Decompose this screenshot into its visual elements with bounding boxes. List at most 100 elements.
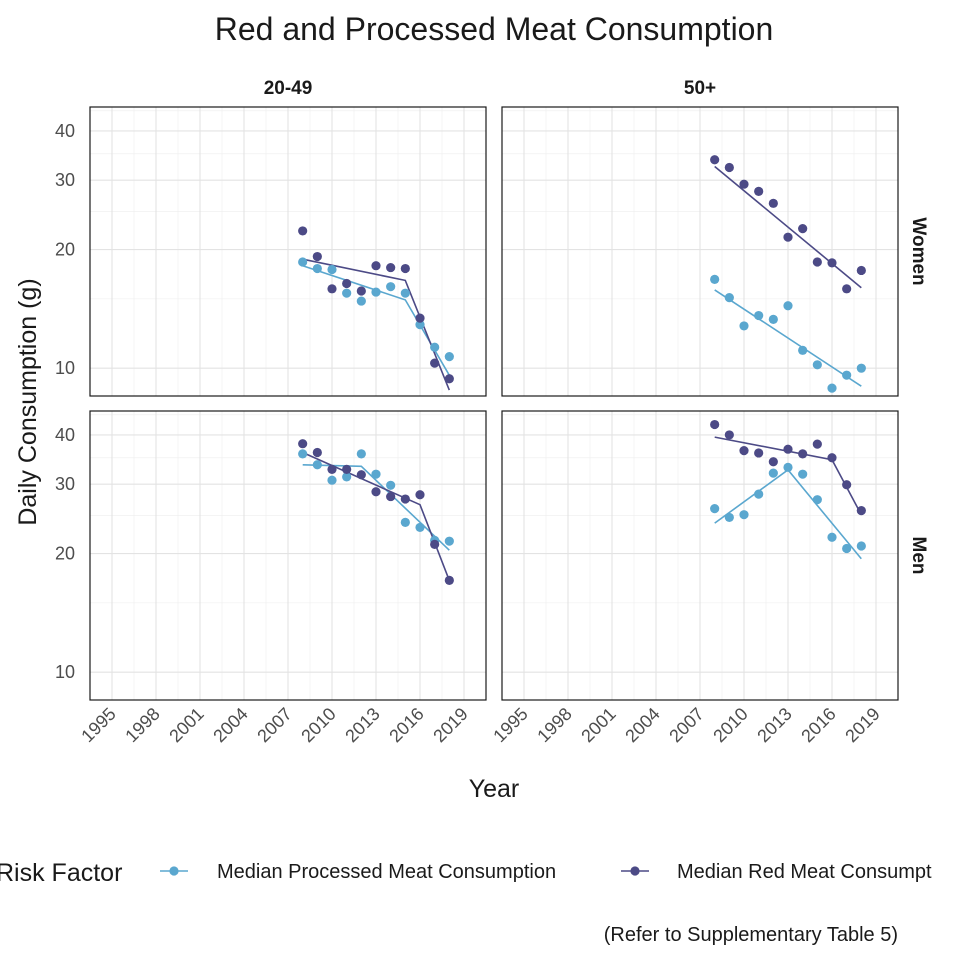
x-tick-label: 2010 [297,704,339,746]
processed-point [371,287,381,297]
y-tick-label: 20 [55,544,75,564]
legend-key-processed [160,866,188,876]
red-point [400,494,410,504]
processed-point [312,263,322,274]
legend-key-red [621,866,649,876]
red-point [415,490,425,500]
legend: Risk Factor Median Processed Meat Consum… [0,859,932,887]
processed-point [827,532,837,542]
processed-point [444,536,454,546]
processed-point [754,310,764,321]
processed-point [415,320,425,330]
red-point [739,179,749,189]
y-tick-label: 10 [55,662,75,682]
x-tick-label: 2001 [165,704,207,746]
red-point [371,261,381,271]
x-tick-label: 1995 [489,704,531,746]
processed-point [342,288,352,298]
red-point [798,449,808,459]
processed-point [430,342,440,352]
red-point [312,251,322,262]
red-point [356,470,366,480]
processed-point [400,288,410,298]
processed-point [356,296,366,306]
panel-data [298,439,454,585]
panel-border [89,410,487,701]
processed-point [724,293,734,303]
y-tick-label: 20 [55,240,75,260]
panel-data [710,419,866,560]
processed-point [783,301,793,311]
y-axis-title: Daily Consumption (g) [14,278,42,525]
x-tick-label: 2004 [621,704,663,746]
panel-border [89,106,487,397]
processed-point [400,517,410,527]
red-point [386,262,396,273]
x-tick-label: 2019 [429,704,471,746]
red-point [298,226,308,236]
red-point [386,491,396,502]
processed-point [827,383,837,393]
processed-point [754,489,764,499]
strip-label-column: 50+ [684,78,716,99]
x-tick-label: 2007 [253,704,295,746]
processed-point [842,370,852,380]
red-point [798,224,808,234]
red-point [783,444,793,454]
red-point [827,453,837,463]
processed-point [444,352,454,362]
x-tick-label: 2019 [841,704,883,746]
x-tick-label: 2007 [665,704,707,746]
red-point [312,447,322,458]
panel-border [501,410,899,701]
panel-data [710,155,866,393]
x-tick-label: 1998 [121,704,163,746]
processed-point [783,462,793,472]
processed-point [356,449,366,459]
processed-point [342,472,352,482]
processed-point [312,460,322,470]
x-tick-label: 2010 [709,704,751,746]
processed-point [724,512,734,523]
x-tick-label: 1998 [533,704,575,746]
red-point [298,439,308,449]
red-point [710,155,720,165]
red-point [856,265,866,276]
processed-point [386,480,396,490]
red-point [430,539,440,549]
panel-20-49-Men [89,410,487,701]
processed-point [298,257,308,267]
processed-point [415,522,425,533]
red-point [842,480,852,490]
red-point [327,284,337,294]
processed-point [856,541,866,551]
processed-point [327,264,337,275]
red-point [415,313,425,323]
legend-entry-processed: Median Processed Meat Consumption [217,861,556,883]
processed-point [812,360,822,370]
red-fit-line [714,165,862,289]
legend-key-point [169,866,179,876]
red-point [356,286,366,296]
x-tick-label: 2016 [385,704,427,746]
red-point [724,162,734,173]
y-tick-label: 30 [55,474,75,494]
processed-point [856,363,866,373]
red-point [783,232,793,242]
red-point [444,575,454,585]
processed-point [739,321,749,331]
red-point [444,374,454,384]
processed-point [842,543,852,554]
y-axis-ticks: 10 20 30 40 10 20 30 40 [55,121,75,682]
red-point [754,186,764,196]
red-fit-line [302,451,451,581]
red-point [812,439,822,449]
processed-point [371,469,381,479]
red-point [724,430,734,440]
red-point [710,419,720,430]
panel-50+-Women [501,106,899,397]
strip-label-row: Men [908,537,929,575]
y-tick-label: 40 [55,425,75,445]
legend-entry-red: Median Red Meat Consumpt [677,861,932,883]
